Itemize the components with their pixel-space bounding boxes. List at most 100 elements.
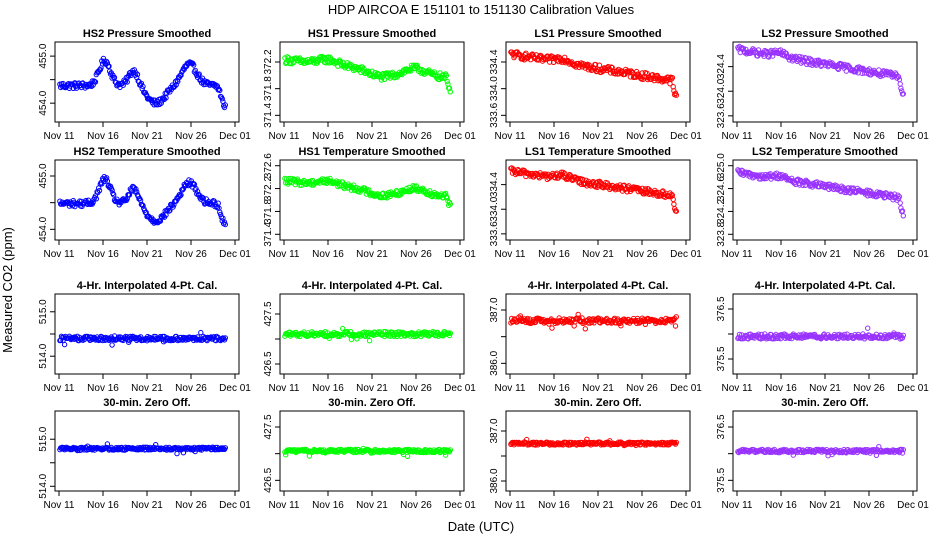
data-point — [639, 185, 645, 192]
data-point — [80, 80, 86, 86]
x-tick-label: Dec 01 — [897, 383, 929, 394]
x-tick-label: Dec 01 — [444, 500, 476, 511]
data-point — [673, 439, 679, 446]
data-point — [447, 89, 453, 95]
data-point — [644, 70, 650, 77]
y-tick-label: 372.2 — [263, 49, 274, 74]
y-tick-label: 427.5 — [263, 414, 274, 439]
data-point — [222, 221, 229, 228]
x-tick-label: Dec 01 — [219, 249, 251, 260]
x-tick-label: Nov 16 — [87, 131, 119, 142]
data-point — [796, 53, 803, 60]
x-tick-label: Dec 01 — [670, 500, 702, 511]
x-tick-label: Nov 16 — [312, 249, 344, 260]
x-tick-label: Nov 26 — [400, 249, 432, 260]
data-point — [378, 77, 385, 83]
y-tick-label: 514.0 — [38, 473, 49, 498]
x-tick-label: Nov 26 — [175, 131, 207, 142]
data-point — [354, 336, 360, 342]
x-tick-label: Nov 16 — [765, 131, 797, 142]
data-point — [100, 55, 107, 62]
x-tick-label: Nov 11 — [269, 131, 300, 142]
data-point — [61, 341, 68, 348]
data-point — [179, 187, 186, 193]
y-tick-label: 387.0 — [489, 418, 500, 443]
data-point — [517, 313, 524, 319]
y-tick-label: 427.5 — [263, 301, 274, 326]
data-point — [895, 74, 902, 80]
panel-title: 4-Hr. Interpolated 4-Pt. Cal. — [755, 280, 896, 292]
x-tick-label: Nov 21 — [582, 500, 614, 511]
data-point — [586, 62, 592, 68]
data-point — [222, 335, 229, 341]
x-tick-label: Dec 01 — [897, 500, 929, 511]
data-point — [897, 200, 903, 206]
panel-title: LS2 Temperature Smoothed — [752, 146, 898, 158]
x-tick-label: Dec 01 — [897, 249, 929, 260]
y-tick-label: 375.5 — [716, 346, 727, 371]
data-point — [432, 72, 438, 79]
data-point — [96, 187, 103, 194]
data-point — [222, 102, 229, 108]
x-tick-label: Nov 11 — [495, 383, 526, 394]
panel-title: 30-min. Zero Off. — [103, 397, 190, 409]
x-tick-label: Dec 01 — [219, 131, 251, 142]
panel-title: LS1 Pressure Smoothed — [534, 28, 661, 40]
x-tick-label: Nov 21 — [131, 249, 163, 260]
y-tick-label: 376.5 — [716, 414, 727, 439]
data-point — [167, 207, 173, 214]
data-point — [178, 72, 184, 78]
y-tick-label: 372.2 — [263, 176, 274, 201]
data-point — [196, 71, 202, 77]
x-tick-label: Dec 01 — [897, 131, 929, 142]
data-point — [667, 81, 673, 87]
panel-frame — [279, 159, 465, 241]
x-tick-label: Nov 16 — [87, 383, 119, 394]
data-point — [178, 192, 184, 198]
x-tick-label: Nov 21 — [131, 500, 163, 511]
x-tick-label: Nov 11 — [722, 500, 753, 511]
data-point — [444, 78, 450, 85]
panel-title: 4-Hr. Interpolated 4-Pt. Cal. — [302, 280, 443, 292]
x-tick-label: Nov 16 — [312, 383, 344, 394]
data-point — [584, 436, 590, 442]
data-point — [221, 104, 228, 111]
data-point — [192, 67, 198, 74]
data-point — [158, 100, 164, 106]
data-point — [584, 62, 590, 68]
data-point — [221, 219, 228, 225]
y-tick-label: 334.4 — [489, 49, 500, 74]
data-point — [195, 72, 202, 78]
panel: 4-Hr. Interpolated 4-Pt. Cal. Nov 11 Nov 1… — [263, 280, 476, 394]
x-tick-label: Nov 21 — [582, 131, 614, 142]
data-point — [596, 62, 603, 68]
panel-title: 30-min. Zero Off. — [781, 397, 868, 409]
data-point — [104, 178, 111, 184]
x-tick-label: Nov 11 — [44, 383, 75, 394]
y-tick-label: 372.6 — [263, 153, 274, 178]
panel: HS2 Temperature Smoothed Nov 11 Nov 16 Nov … — [38, 146, 251, 260]
data-point — [669, 75, 676, 81]
data-point — [187, 446, 194, 453]
data-point — [107, 68, 113, 74]
y-tick-label: 515.0 — [38, 426, 49, 451]
data-point — [400, 329, 406, 335]
panel-title: LS1 Temperature Smoothed — [525, 146, 671, 158]
data-point — [219, 96, 225, 102]
x-tick-label: Nov 26 — [626, 131, 658, 142]
data-point — [899, 335, 906, 341]
x-tick-label: Dec 01 — [444, 249, 476, 260]
panel-frame — [505, 293, 691, 375]
panel: 4-Hr. Interpolated 4-Pt. Cal. Nov 11 Nov 1… — [38, 280, 251, 394]
x-tick-label: Nov 21 — [356, 500, 388, 511]
x-tick-label: Nov 21 — [582, 383, 614, 394]
x-tick-label: Nov 11 — [269, 249, 300, 260]
y-tick-label: 386.0 — [489, 468, 500, 493]
x-tick-label: Nov 11 — [722, 131, 753, 142]
panel: LS1 Temperature Smoothed Nov 11 Nov 16 Nov … — [489, 146, 702, 260]
data-point — [653, 189, 660, 196]
data-point — [836, 331, 842, 338]
panel: 30-min. Zero Off. Nov 11 Nov 16 Nov 21 Nov 2… — [263, 397, 476, 511]
data-point — [133, 186, 139, 192]
data-point — [443, 72, 450, 79]
